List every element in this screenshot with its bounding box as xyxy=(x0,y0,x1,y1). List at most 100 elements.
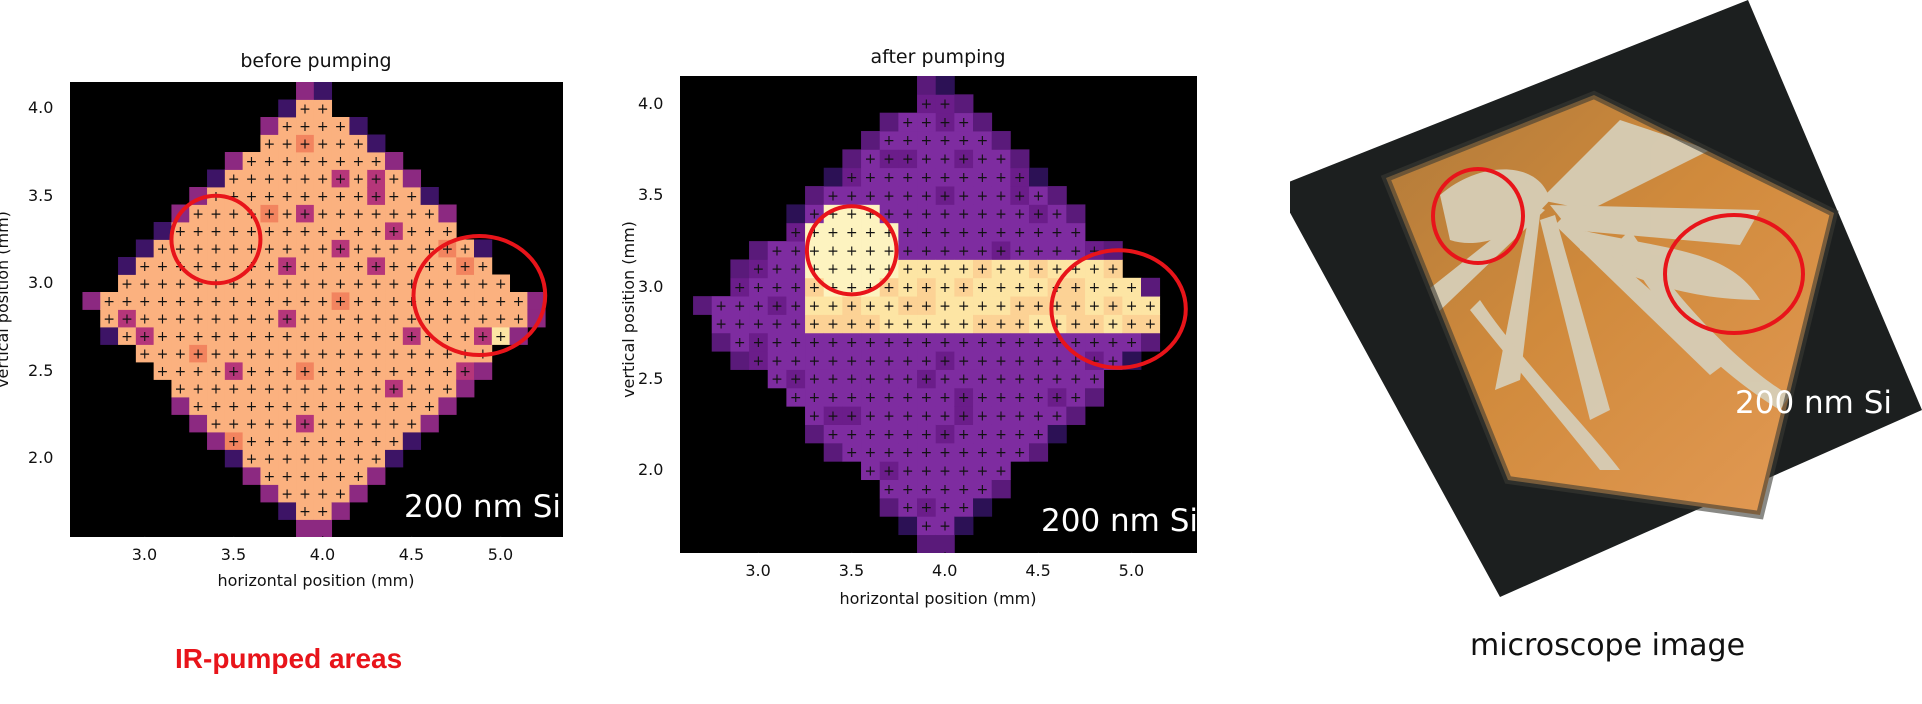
marker-plus: + xyxy=(715,317,727,333)
marker-plus: + xyxy=(192,381,204,397)
heatmap-cell xyxy=(385,204,404,223)
heatmap-cell xyxy=(420,362,439,380)
heatmap-cell xyxy=(260,309,279,328)
x-tick-label: 4.0 xyxy=(309,545,336,564)
x-tick-label: 4.5 xyxy=(398,545,425,564)
heatmap-cell xyxy=(954,277,974,297)
marker-plus: + xyxy=(335,241,347,257)
heatmap-cell xyxy=(861,222,881,242)
marker-plus: + xyxy=(335,329,347,345)
heatmap-cell xyxy=(1103,296,1123,315)
heatmap-cell xyxy=(207,362,226,380)
heatmap-cell xyxy=(1010,442,1030,462)
marker-plus: + xyxy=(406,259,418,275)
heatmap-cell xyxy=(917,351,937,370)
marker-plus: + xyxy=(174,276,186,292)
heatmap-cell xyxy=(313,432,333,450)
heatmap-cell xyxy=(242,379,261,398)
heatmap-cell xyxy=(954,332,974,352)
marker-plus: + xyxy=(1070,335,1082,351)
marker-plus: + xyxy=(157,364,169,380)
marker-plus: + xyxy=(406,206,418,222)
heatmap-cell xyxy=(823,442,843,462)
heatmap-cell xyxy=(331,397,350,415)
heatmap-cell xyxy=(118,327,137,345)
marker-plus: + xyxy=(299,346,311,362)
heatmap-cell xyxy=(153,239,172,258)
heatmap-cell xyxy=(898,296,918,315)
y-tick-label: 3.0 xyxy=(28,273,54,293)
x-tick-label: 4.0 xyxy=(932,561,958,580)
heatmap-cell xyxy=(242,449,261,468)
marker-plus: + xyxy=(771,262,783,278)
marker-plus: + xyxy=(790,298,802,314)
heatmap-cell xyxy=(991,479,1011,499)
heatmap-cell xyxy=(1010,259,1030,279)
heatmap-cell xyxy=(313,204,333,223)
heatmap-cell xyxy=(207,309,226,328)
marker-plus: + xyxy=(370,311,382,327)
heatmap-cell xyxy=(171,274,190,293)
marker-plus: + xyxy=(424,206,436,222)
heatmap-cell xyxy=(823,332,843,352)
marker-plus: + xyxy=(299,136,311,152)
marker-plus: + xyxy=(388,399,400,415)
marker-plus: + xyxy=(192,346,204,362)
heatmap-cell xyxy=(207,222,226,240)
marker-plus: + xyxy=(424,311,436,327)
marker-plus: + xyxy=(902,225,914,241)
marker-plus: + xyxy=(846,353,858,369)
heatmap-cell xyxy=(349,239,368,258)
marker-plus: + xyxy=(902,482,914,498)
marker-plus: + xyxy=(335,311,347,327)
marker-plus: + xyxy=(865,353,877,369)
marker-plus: + xyxy=(174,294,186,310)
marker-plus: + xyxy=(299,504,311,520)
marker-plus: + xyxy=(335,206,347,222)
heatmap-cell xyxy=(242,187,261,205)
heatmap-cell xyxy=(438,274,457,293)
heatmap-cell xyxy=(296,484,315,503)
marker-plus: + xyxy=(939,207,951,223)
heatmap-cell xyxy=(242,152,261,170)
marker-plus: + xyxy=(317,364,329,380)
marker-plus: + xyxy=(1144,317,1156,333)
marker-plus: + xyxy=(939,170,951,186)
marker-plus: + xyxy=(958,463,970,479)
heatmap-cell xyxy=(861,149,881,169)
marker-plus: + xyxy=(121,311,133,327)
heatmap-cell xyxy=(296,379,315,398)
marker-plus: + xyxy=(335,136,347,152)
heatmap-cell xyxy=(224,327,244,345)
marker-plus: + xyxy=(317,276,329,292)
heatmap-cell xyxy=(402,169,422,188)
heatmap-cell xyxy=(805,424,825,444)
heatmap-cell xyxy=(917,149,937,169)
heatmap-cell xyxy=(730,277,750,297)
marker-plus: + xyxy=(192,206,204,222)
heatmap-cell xyxy=(1122,296,1142,315)
marker-plus: + xyxy=(827,262,839,278)
marker-plus: + xyxy=(263,416,275,432)
heatmap-cell xyxy=(935,516,955,536)
heatmap-cell xyxy=(135,239,155,258)
marker-plus: + xyxy=(1032,317,1044,333)
marker-plus: + xyxy=(976,243,988,259)
heatmap-cell xyxy=(385,222,404,240)
marker-plus: + xyxy=(1070,390,1082,406)
heatmap-cell xyxy=(823,406,843,425)
heatmap-cell xyxy=(313,519,333,537)
heatmap-cell xyxy=(171,327,190,345)
marker-plus: + xyxy=(370,154,382,170)
heatmap-cell xyxy=(991,149,1011,169)
heatmap-cell xyxy=(1010,277,1030,297)
pumped-area-circle xyxy=(411,234,548,357)
heatmap-cell xyxy=(100,327,119,345)
marker-plus: + xyxy=(1032,225,1044,241)
heatmap-cell xyxy=(954,442,974,462)
heatmap-cell xyxy=(296,344,315,363)
heatmap-cell xyxy=(749,241,769,260)
heatmap-cell xyxy=(842,351,862,370)
heatmap-cell xyxy=(278,309,297,328)
marker-plus: + xyxy=(317,399,329,415)
